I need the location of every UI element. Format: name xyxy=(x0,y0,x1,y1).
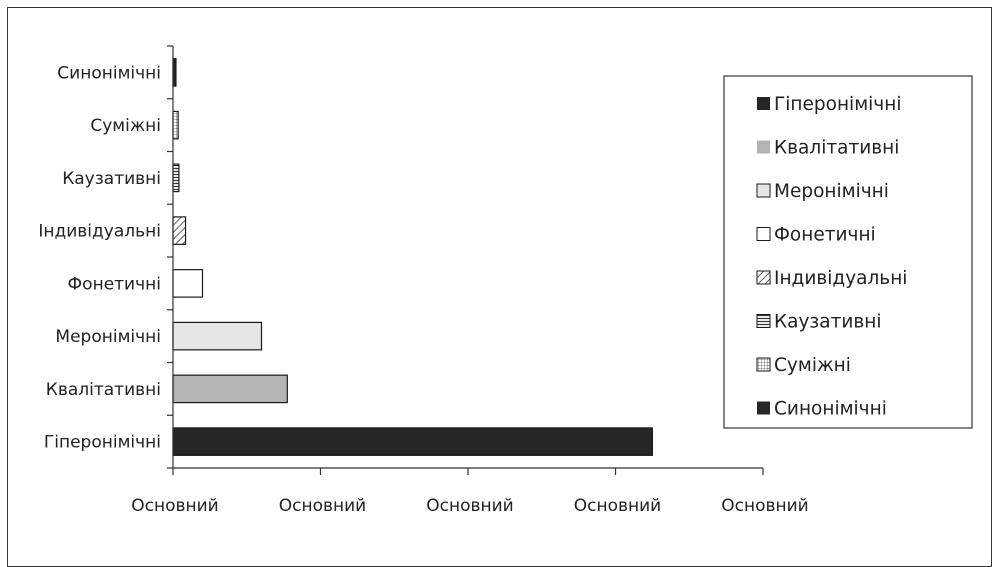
legend-label: Квалітативні xyxy=(774,138,899,159)
bar-1 xyxy=(172,427,653,456)
y-tick-label: Квалітативні xyxy=(46,380,161,400)
x-axis-labels: Основний Основний Основний Основний Основний xyxy=(131,496,808,516)
legend-swatch xyxy=(756,357,771,372)
legend: Гіперонімічні Квалітативні Меронімічні Фоне… xyxy=(723,75,973,429)
legend-swatch xyxy=(756,270,771,285)
legend-swatch xyxy=(757,97,770,110)
x-tick-label: Основний xyxy=(721,496,808,516)
y-tick-label: Меронімічні xyxy=(55,327,161,347)
legend-label: Меронімічні xyxy=(774,181,889,202)
y-tick-label: Індивідуальні xyxy=(38,222,161,242)
legend-label: Індивідуальні xyxy=(774,268,907,289)
y-axis-labels: Гіперонімічні Квалітативні Меронімічні Фоне… xyxy=(38,63,161,452)
axes xyxy=(167,45,764,475)
legend-swatch xyxy=(756,314,771,328)
y-tick-label: Синонімічні xyxy=(57,63,161,83)
bar-5 xyxy=(172,216,187,245)
legend-label: Синонімічні xyxy=(774,399,887,420)
legend-swatch xyxy=(756,183,771,198)
x-tick-label: Основний xyxy=(426,496,513,516)
legend-swatch xyxy=(757,401,770,415)
y-tick-label: Фонетичні xyxy=(68,274,161,294)
bar-7 xyxy=(172,110,179,140)
x-tick-label: Основний xyxy=(279,496,366,516)
legend-label: Суміжні xyxy=(774,355,851,376)
bar-4 xyxy=(172,269,204,298)
bar-6 xyxy=(172,163,180,193)
y-tick-label: Суміжні xyxy=(90,116,161,136)
legend-label: Фонетичні xyxy=(774,225,876,246)
chart-frame: Гіперонімічні Квалітативні Меронімічні Фоне… xyxy=(7,7,992,567)
x-tick-label: Основний xyxy=(574,496,661,516)
legend-label: Гіперонімічні xyxy=(774,94,901,115)
bars xyxy=(172,58,653,456)
y-tick-label: Каузативні xyxy=(62,169,161,189)
legend-swatch xyxy=(757,140,770,154)
x-tick-label: Основний xyxy=(131,496,218,516)
legend-label: Каузативні xyxy=(774,312,882,333)
bar-2 xyxy=(172,374,288,404)
bar-3 xyxy=(172,321,263,351)
legend-swatch xyxy=(756,227,771,241)
bar-chart: Гіперонімічні Квалітативні Меронімічні Фоне… xyxy=(38,45,973,516)
y-tick-label: Гіперонімічні xyxy=(44,433,161,453)
